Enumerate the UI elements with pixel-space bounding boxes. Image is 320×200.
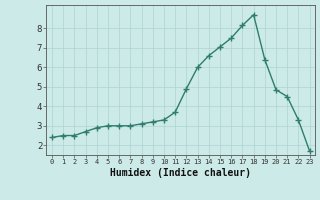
X-axis label: Humidex (Indice chaleur): Humidex (Indice chaleur) [110, 168, 251, 178]
